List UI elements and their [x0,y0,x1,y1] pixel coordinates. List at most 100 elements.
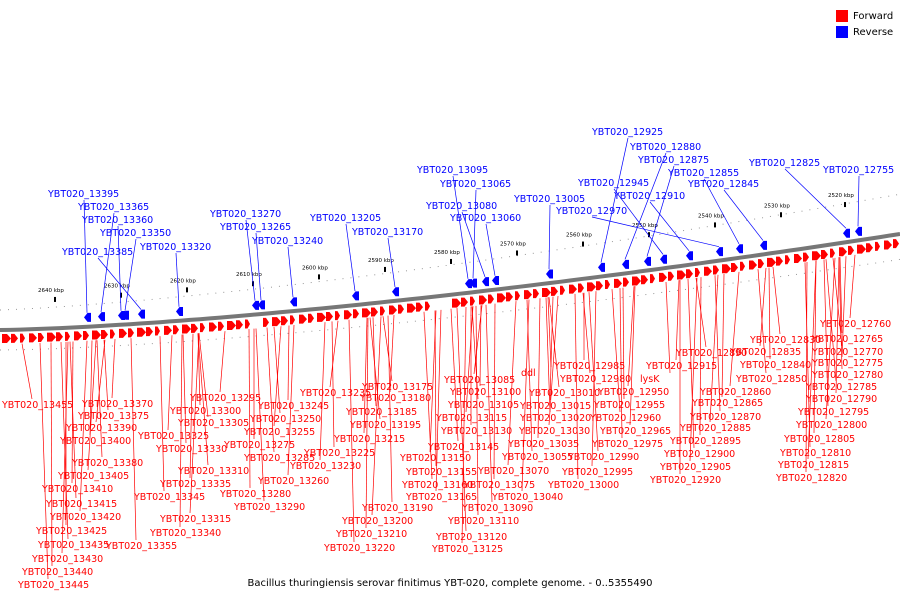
forward-gene-label: YBT020_12780 [811,370,883,381]
leader-line [721,273,725,398]
forward-gene-label: YBT020_12900 [663,449,735,460]
forward-gene-arrow [425,301,430,311]
leader-line [255,328,265,502]
reverse-gene-label: YBT020_13320 [139,242,211,253]
leader-line [857,175,860,227]
leader-line [382,316,393,382]
scale-tick-label: 2630 kbp [104,284,130,290]
forward-gene-arrow [758,259,764,269]
leader-line [365,317,369,529]
leader-line [175,252,180,307]
reverse-gene-arrow [492,276,499,286]
forward-gene-label: YBT020_13110 [447,516,519,527]
leader-line [548,204,551,270]
forward-gene-arrow [596,281,603,291]
leader-line [703,178,740,245]
forward-gene-label: YBT020_13335 [159,479,231,490]
forward-gene-arrow [164,325,172,335]
forward-gene-arrow [569,284,577,294]
forward-gene-label: YBT020_13245 [257,401,329,412]
forward-gene-label: YBT020_12810 [779,448,851,459]
leader-line [189,333,194,479]
scale-tick-mark [780,212,782,218]
forward-gene-label: YBT020_13260 [257,476,329,487]
forward-gene-label: YBT020_12985 [553,361,625,372]
forward-gene-arrow [191,323,198,333]
scale-tick-label: 2610 kbp [236,272,262,278]
forward-gene-label: YBT020_13345 [133,492,205,503]
reverse-gene-label: YBT020_12945 [577,178,649,189]
forward-gene-arrow [182,324,191,334]
reverse-gene-arrow [686,251,693,261]
forward-gene-arrow [560,285,565,295]
forward-gene-arrow [74,331,82,341]
forward-gene-label: YBT020_13310 [177,466,249,477]
forward-gene-arrow [659,272,667,282]
forward-gene-arrow [785,255,790,265]
reverse-gene-arrow [598,262,605,272]
forward-gene-arrow [452,298,461,308]
forward-gene-label: YBT020_12770 [811,347,883,358]
forward-gene-arrow [740,261,745,271]
forward-gene-label: YBT020_13105 [447,400,519,411]
leader-line [472,189,477,279]
forward-gene-arrow [614,278,622,288]
reverse-gene-label: YBT020_12880 [629,142,701,153]
forward-gene-label: YBT020_12835 [729,347,801,358]
forward-gene-arrow [866,243,873,253]
forward-gene-arrow [281,316,288,326]
forward-gene-arrow [686,269,693,279]
reverse-gene-arrow [176,306,183,316]
reverse-gene-arrow [470,278,477,288]
forward-gene-label: YBT020_13180 [359,393,431,404]
reverse-gene-arrow [716,247,723,257]
leader-line [729,271,740,387]
forward-gene-label: YBT020_12885 [679,423,751,434]
forward-gene-arrow [263,317,269,327]
leader-line [96,340,103,458]
leader-line [97,257,142,310]
forward-gene-label: YBT020_12865 [691,398,763,409]
leader-line [363,317,368,434]
forward-gene-arrow [353,309,359,319]
scale-tick-mark [844,202,846,208]
leader-line [825,259,837,382]
leader-line [772,266,781,335]
forward-gene-arrow [146,327,153,337]
forward-gene-arrow [695,268,700,278]
leader-line [805,262,808,473]
forward-gene-label: YBT020_13160 [401,480,473,491]
reverse-gene-arrow [660,254,667,264]
leader-line [348,319,355,543]
forward-gene-arrow [290,315,295,325]
forward-gene-arrow [218,321,224,331]
leader-line [345,223,356,292]
leader-line [79,340,88,512]
forward-gene-label: YBT020_12890 [675,348,747,359]
forward-gene-label: YBT020_13000 [547,480,619,491]
leader-line [838,257,843,370]
leader-line [219,331,226,393]
forward-gene-arrow [83,330,89,340]
leader-line [124,238,137,311]
scale-tick-label: 2620 kbp [170,278,196,284]
reverse-gene-arrow [118,310,125,320]
forward-gene-label: YBT020_12965 [599,426,671,437]
legend-reverse-label: Reverse [853,26,894,38]
leader-line [723,189,764,241]
forward-gene-arrow [398,304,404,314]
forward-gene-arrow [848,245,854,255]
forward-gene-arrow [497,293,506,303]
reverse-gene-arrow [252,300,259,310]
forward-gene-label: YBT020_13235 [299,388,371,399]
forward-gene-arrow [794,253,802,263]
reverse-gene-arrow [392,287,399,297]
forward-gene-arrow [110,329,115,339]
forward-gene-arrow [245,319,250,329]
forward-gene-arrow [380,306,385,316]
reverse-gene-label: YBT020_13205 [309,213,381,224]
reverse-gene-arrow [352,291,359,301]
forward-gene-arrow [587,282,596,292]
reverse-gene-label: YBT020_12855 [667,168,739,179]
forward-gene-label: YBT020_13290 [233,502,305,513]
